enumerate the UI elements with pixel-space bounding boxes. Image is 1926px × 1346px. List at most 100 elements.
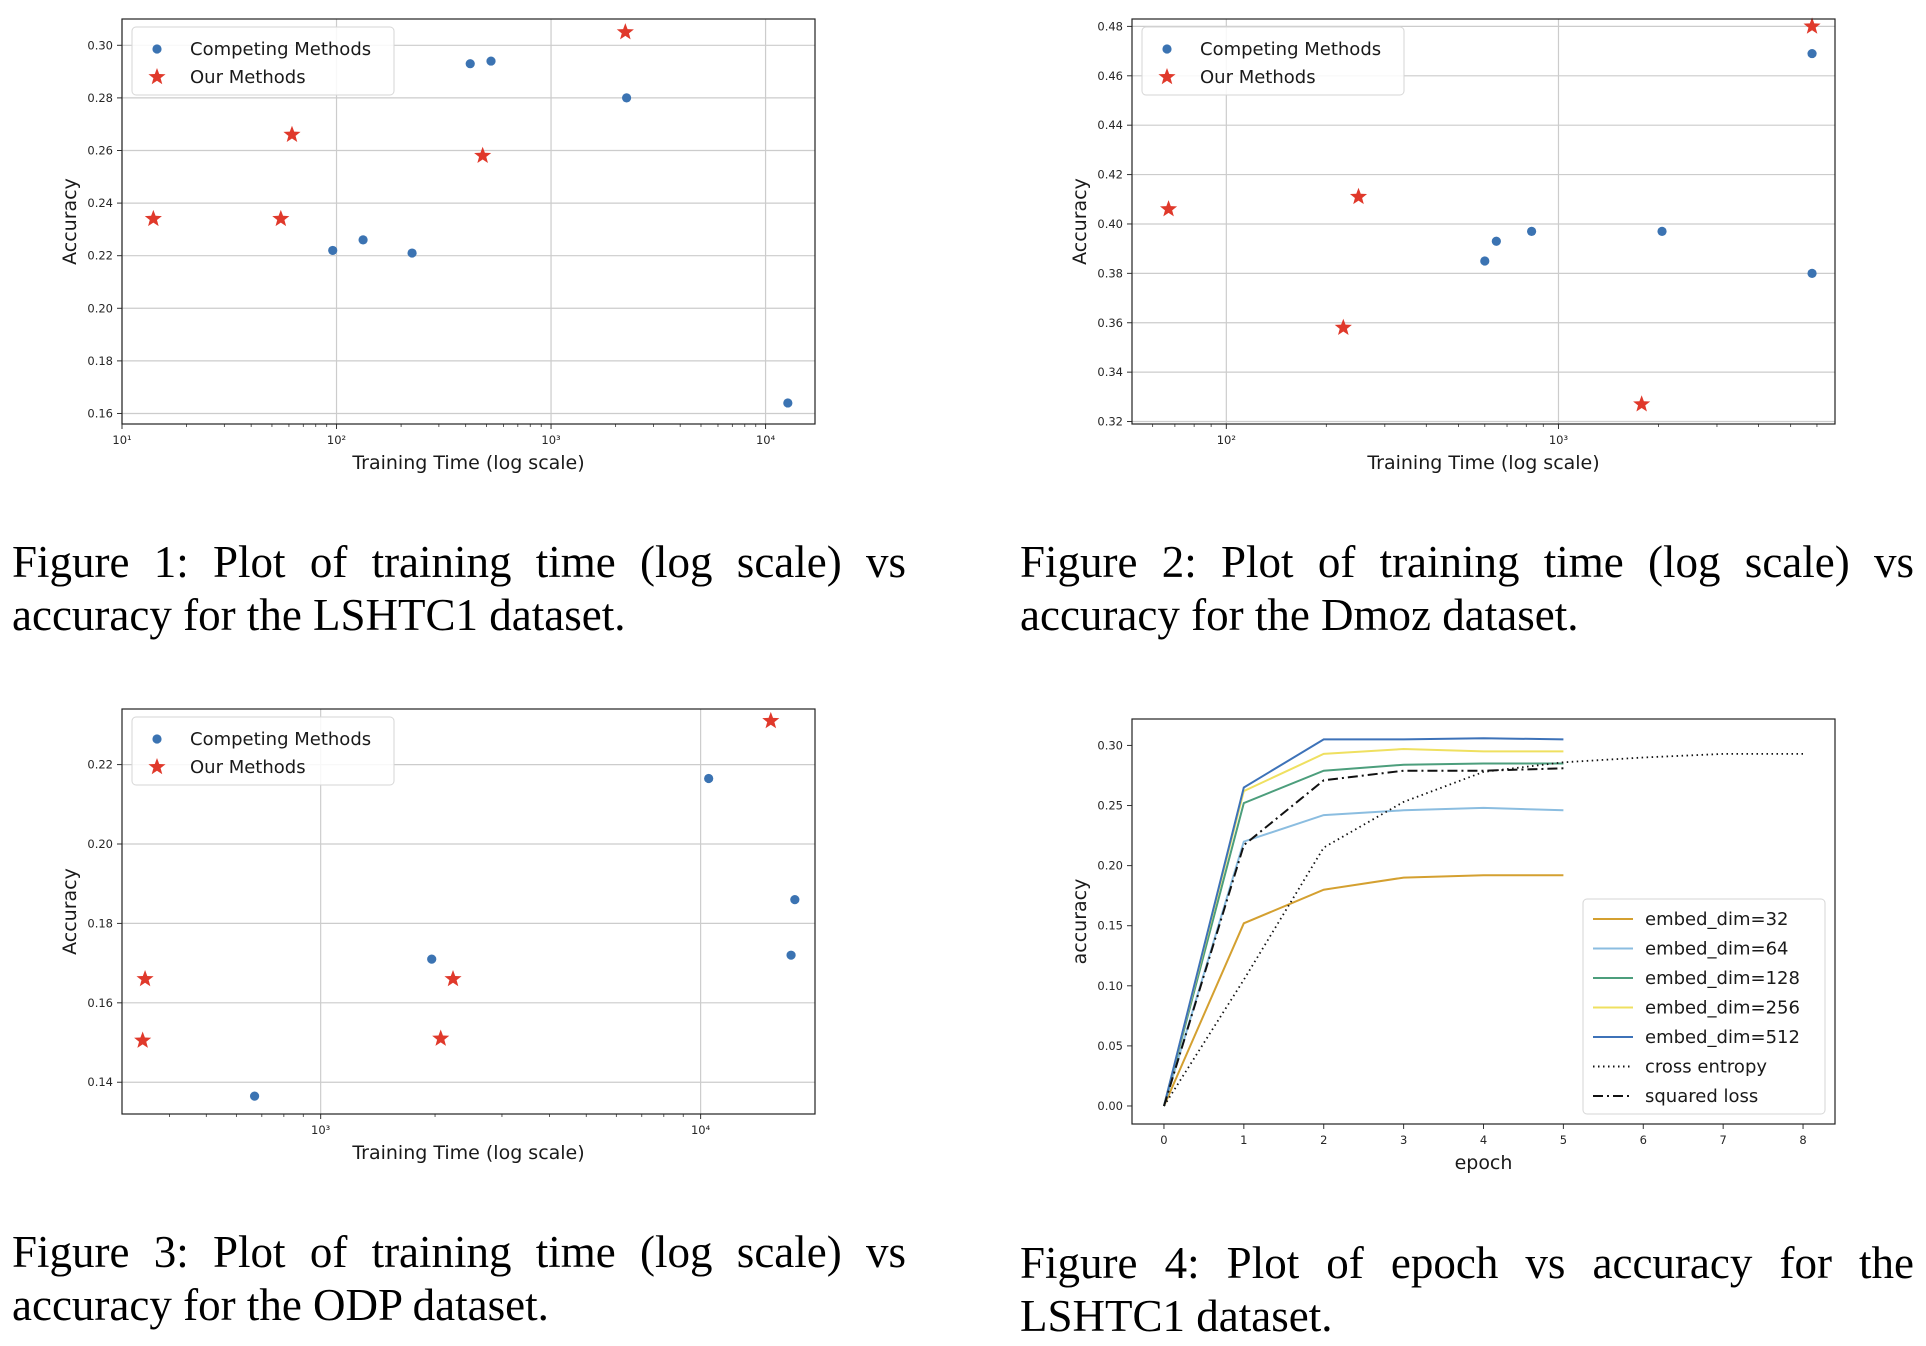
legend-label: Our Methods xyxy=(1200,67,1316,88)
legend-label: embed_dim=512 xyxy=(1645,1027,1800,1048)
y-tick-label: 0.44 xyxy=(1097,118,1123,132)
competing-method-point xyxy=(1657,226,1667,236)
competing-method-point xyxy=(621,93,632,103)
legend-circle-marker xyxy=(152,734,162,744)
legend-circle-marker xyxy=(152,44,162,54)
legend-box xyxy=(131,26,395,96)
chart-lshtc1-epoch-vs-accuracy: 0 1 2 3 4 5 6 7 8 0.00 0.05 0.10 0.15 0.20 0.25 0.30 epo… xyxy=(1010,700,1910,1180)
x-tick-label: 10² xyxy=(327,433,346,447)
x-tick-label: 10⁴ xyxy=(756,433,776,447)
legend-label: Our Methods xyxy=(190,757,306,778)
y-tick-label: 0.24 xyxy=(87,196,113,210)
legend-star-marker xyxy=(148,758,166,775)
y-tick-label: 0.10 xyxy=(1097,979,1123,993)
our-method-point xyxy=(432,1029,450,1046)
competing-method-point xyxy=(328,245,338,256)
legend-box xyxy=(1582,898,1826,1115)
y-tick-label: 0.30 xyxy=(87,38,113,52)
y-tick-label: 0.36 xyxy=(1097,316,1123,330)
competing-method-point xyxy=(1807,48,1817,59)
plot-frame xyxy=(121,708,816,1115)
x-tick-label: 3 xyxy=(1400,1133,1407,1147)
plot-svg: 10³ 10⁴ 0.14 0.16 0.18 0.20 0.22 Training Time … xyxy=(59,708,816,1164)
legend-label: Our Methods xyxy=(190,67,306,88)
our-method-point xyxy=(1803,17,1821,34)
competing-method-point xyxy=(1527,226,1537,236)
figure-1-caption: Figure 1: Plot of training time (log sca… xyxy=(12,537,906,640)
y-tick-label: 0.46 xyxy=(1097,69,1123,83)
y-tick-label: 0.20 xyxy=(1097,859,1123,873)
x-tick-label: 10³ xyxy=(1549,433,1569,447)
y-tick-label: 0.16 xyxy=(87,406,113,420)
our-method-point xyxy=(283,125,301,142)
our-method-point xyxy=(1334,318,1352,335)
our-method-point xyxy=(444,970,462,987)
competing-method-point xyxy=(786,950,796,960)
y-tick-label: 0.28 xyxy=(87,91,113,105)
chart-lshtc1-time-vs-accuracy: 10¹ 10² 10³ 10⁴ 0.16 0.18 0.20 0.22 0.24 0.26 0.28… xyxy=(0,0,830,480)
x-axis-label: epoch xyxy=(1455,1152,1513,1174)
x-tick-label: 8 xyxy=(1799,1133,1806,1147)
legend-label: embed_dim=32 xyxy=(1645,909,1788,930)
figure-4-caption: Figure 4: Plot of epoch vs accuracy for … xyxy=(1020,1238,1914,1341)
legend-label: Competing Methods xyxy=(190,729,371,750)
competing-method-point xyxy=(427,954,437,964)
our-method-point xyxy=(616,23,634,40)
x-tick-label: 0 xyxy=(1160,1133,1167,1147)
competing-method-point xyxy=(1491,236,1501,246)
our-method-point xyxy=(1160,200,1178,217)
our-method-point xyxy=(1633,395,1651,412)
legend-label: embed_dim=64 xyxy=(1645,939,1788,960)
x-tick-label: 5 xyxy=(1560,1133,1567,1147)
our-method-point xyxy=(272,209,290,227)
y-tick-label: 0.48 xyxy=(1097,19,1123,33)
our-method-point xyxy=(134,1031,152,1048)
legend-label: Competing Methods xyxy=(190,39,371,60)
y-tick-label: 0.20 xyxy=(87,301,113,315)
y-tick-label: 0.05 xyxy=(1097,1039,1123,1053)
legend-label: squared loss xyxy=(1645,1086,1758,1107)
competing-method-point xyxy=(358,235,368,245)
y-axis-label: Accuracy xyxy=(59,178,81,265)
legend-box xyxy=(1141,26,1405,96)
x-tick-label: 1 xyxy=(1240,1133,1247,1147)
competing-method-point xyxy=(1480,256,1490,266)
our-method-point xyxy=(474,146,492,164)
competing-method-point xyxy=(783,398,793,408)
legend-star-marker xyxy=(148,68,166,85)
x-tick-label: 4 xyxy=(1480,1133,1487,1147)
x-tick-label: 10⁴ xyxy=(691,1123,711,1137)
figure-3-caption: Figure 3: Plot of training time (log sca… xyxy=(12,1227,906,1330)
x-axis-label: Training Time (log scale) xyxy=(351,1142,584,1164)
y-tick-label: 0.15 xyxy=(1097,919,1123,933)
plot-svg: 0 1 2 3 4 5 6 7 8 0.00 0.05 0.10 0.15 0.20 0.25 0.30 epo… xyxy=(1069,718,1836,1174)
competing-method-point xyxy=(249,1091,260,1101)
plot-frame xyxy=(1131,18,1836,425)
plot-frame xyxy=(121,18,816,425)
y-tick-label: 0.20 xyxy=(87,837,113,851)
our-method-point xyxy=(762,711,780,729)
y-tick-label: 0.30 xyxy=(1097,738,1123,752)
y-tick-label: 0.34 xyxy=(1097,365,1123,379)
figure-2-caption: Figure 2: Plot of training time (log sca… xyxy=(1020,537,1914,640)
legend-label: embed_dim=256 xyxy=(1645,998,1800,1019)
series-line xyxy=(1163,806,1564,1107)
y-tick-label: 0.38 xyxy=(1097,266,1123,280)
legend-star-marker xyxy=(1158,68,1176,85)
y-tick-label: 0.32 xyxy=(1097,415,1123,429)
competing-method-point xyxy=(704,773,714,784)
legend-label: cross entropy xyxy=(1645,1057,1767,1078)
plot-svg: 10² 10³ 0.32 0.34 0.36 0.38 0.40 0.42 0.44 0.46 0.… xyxy=(1069,17,1836,474)
y-tick-label: 0.18 xyxy=(87,354,113,368)
competing-method-point xyxy=(407,248,417,258)
legend-label: embed_dim=128 xyxy=(1645,968,1800,989)
x-tick-label: 10¹ xyxy=(112,433,131,447)
legend-circle-marker xyxy=(1162,44,1172,54)
series-line xyxy=(1163,874,1564,1107)
legend-box xyxy=(131,716,395,786)
competing-method-point xyxy=(1807,268,1817,278)
x-axis-label: Training Time (log scale) xyxy=(351,452,584,474)
x-axis-label: Training Time (log scale) xyxy=(1366,452,1599,474)
series-line xyxy=(1163,767,1564,1107)
series-line xyxy=(1163,747,1564,1107)
